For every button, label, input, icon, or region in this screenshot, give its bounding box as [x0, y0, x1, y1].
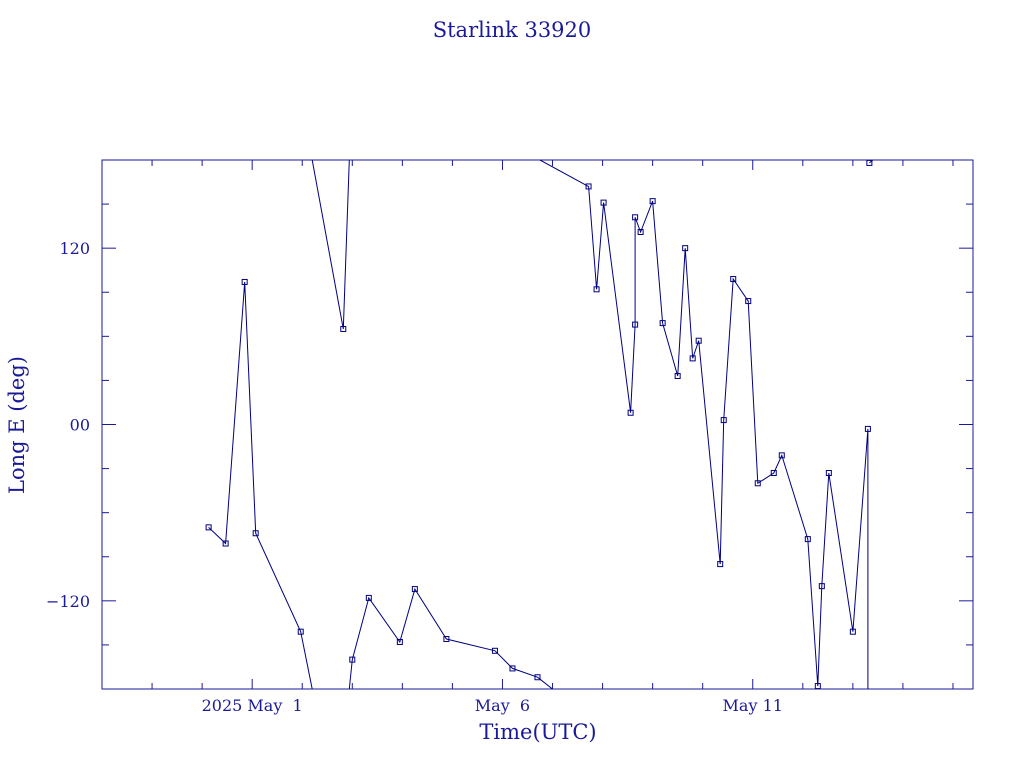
data-point: [649, 198, 656, 205]
data-point: [593, 286, 600, 293]
data-point: [411, 586, 418, 593]
data-point: [637, 229, 644, 236]
data-point: [443, 636, 450, 643]
data-point: [695, 337, 702, 344]
x-tick-label: May 11: [723, 696, 783, 715]
data-point: [585, 183, 592, 190]
data-point: [745, 298, 752, 305]
data-point: [674, 373, 681, 380]
x-tick-label: May 6: [475, 696, 530, 715]
series-group: [205, 160, 874, 689]
data-point: [365, 594, 372, 601]
series-line: [539, 160, 869, 689]
data-point: [509, 665, 516, 672]
chart-title: Starlink 33920: [433, 18, 592, 42]
data-point: [659, 320, 666, 327]
data-point: [770, 469, 777, 476]
data-point: [814, 683, 821, 689]
plot-area: [205, 160, 874, 689]
x-tick-label: 2025 May 1: [202, 696, 303, 715]
series-line: [311, 160, 350, 330]
data-point: [717, 561, 724, 568]
data-point: [689, 355, 696, 362]
data-point: [778, 452, 785, 459]
data-point: [849, 628, 856, 635]
data-point: [222, 540, 229, 547]
data-point: [205, 524, 212, 531]
data-point: [252, 530, 259, 537]
axes: 120 00 −120 2025 May 1 May 6 May 11: [46, 159, 974, 715]
data-point: [730, 276, 737, 283]
y-tick-label: −120: [46, 592, 90, 611]
series-line: [348, 587, 553, 689]
data-point: [804, 536, 811, 543]
data-point: [241, 278, 248, 285]
data-point: [864, 425, 871, 432]
data-point: [866, 160, 873, 166]
y-tick-label: 00: [70, 416, 90, 435]
data-point: [632, 321, 639, 328]
data-point: [396, 638, 403, 645]
x-axis-label: Time(UTC): [479, 720, 596, 744]
data-point: [491, 647, 498, 654]
data-point: [340, 325, 347, 332]
y-tick-label: 120: [59, 239, 90, 258]
data-point: [682, 245, 689, 252]
data-point: [297, 628, 304, 635]
data-point: [754, 480, 761, 487]
y-axis-label: Long E (deg): [5, 356, 29, 494]
data-point: [534, 674, 541, 681]
plot-frame: [101, 159, 974, 690]
data-point: [349, 656, 356, 663]
data-point: [720, 417, 727, 424]
data-point: [627, 409, 634, 416]
series-line: [208, 281, 313, 689]
data-point: [825, 469, 832, 476]
data-point: [600, 199, 607, 206]
data-point: [632, 214, 639, 221]
data-point: [818, 583, 825, 590]
